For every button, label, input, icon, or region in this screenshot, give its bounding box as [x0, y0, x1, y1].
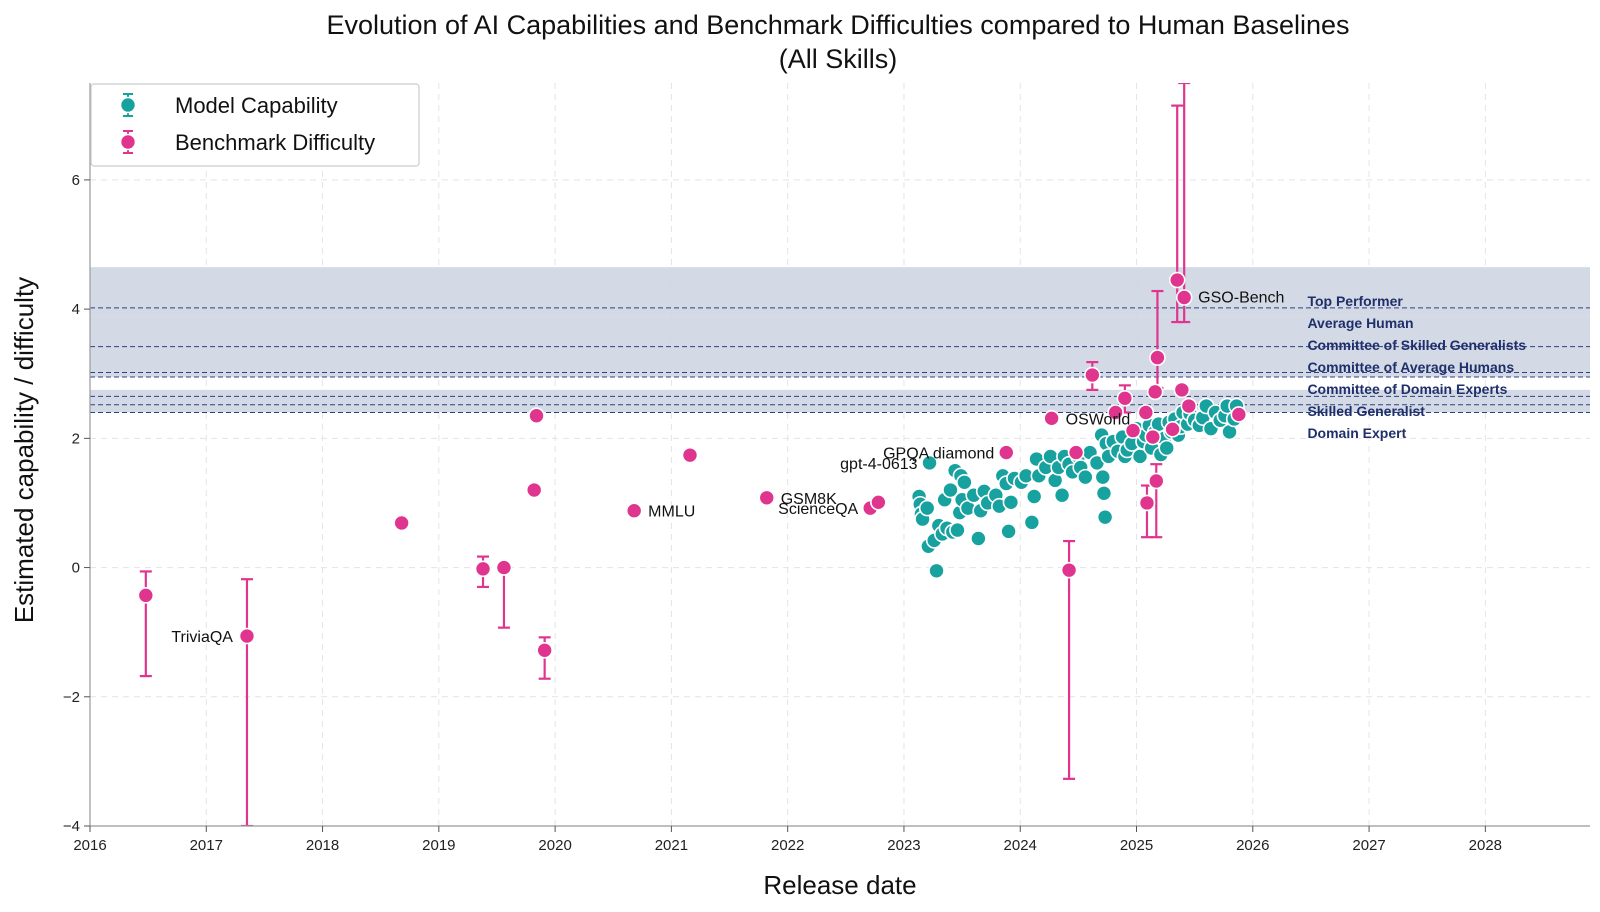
- benchmark-difficulty-point: [625, 502, 643, 520]
- x-tick-label: 2017: [190, 837, 223, 854]
- human-baseline-label: Domain Expert: [1307, 425, 1406, 441]
- model-capability-point: [970, 530, 987, 547]
- x-tick-label: 2023: [887, 837, 920, 854]
- model-capability-point: [1158, 439, 1176, 457]
- x-tick-label: 2018: [306, 837, 339, 854]
- chart-title-line-1: Evolution of AI Capabilities and Benchma…: [326, 10, 1349, 40]
- benchmark-difficulty-point: [870, 494, 887, 511]
- model-capability-point: [949, 521, 966, 539]
- benchmark-difficulty-point: [1137, 404, 1155, 421]
- point-annotation: OSWorld: [1066, 411, 1131, 428]
- legend: Model Capability Benchmark Difficulty: [90, 83, 420, 167]
- x-tick-label: 2028: [1469, 837, 1502, 854]
- human-baseline-label: Committee of Average Humans: [1307, 359, 1514, 375]
- x-tick-label: 2026: [1236, 837, 1269, 854]
- legend-marker: [119, 96, 137, 114]
- x-tick-label: 2019: [422, 837, 455, 854]
- benchmark-difficulty-point: [238, 627, 256, 645]
- model-capability-point: [928, 562, 945, 580]
- benchmark-difficulty-point: [1175, 289, 1193, 306]
- benchmark-difficulty-point: [1067, 444, 1085, 461]
- x-tick-label: 2024: [1004, 837, 1037, 854]
- x-tick-label: 2021: [655, 837, 688, 854]
- model-capability-point: [921, 454, 938, 472]
- y-tick-label: 4: [72, 301, 80, 318]
- benchmark-difficulty-point: [1116, 389, 1134, 407]
- benchmark-difficulty-point: [1084, 366, 1101, 384]
- legend-label: Benchmark Difficulty: [175, 130, 375, 155]
- y-tick-label: 2: [72, 430, 80, 447]
- x-axis-label: Release date: [763, 870, 916, 900]
- model-capability-point: [1023, 514, 1041, 531]
- legend-marker: [119, 133, 137, 151]
- point-annotation: TriviaQA: [171, 629, 233, 646]
- benchmark-difficulty-point: [393, 514, 410, 532]
- model-capability-point: [956, 473, 973, 491]
- human-baseline-label: Committee of Skilled Generalists: [1307, 337, 1526, 353]
- benchmark-difficulty-point: [997, 444, 1015, 461]
- point-annotation: gpt-4-0613: [840, 456, 917, 473]
- point-annotation: GPQA diamond: [883, 446, 994, 463]
- chart-title-line-2: (All Skills): [779, 44, 898, 74]
- model-capability-point: [1094, 468, 1112, 486]
- benchmark-difficulty-point: [1180, 397, 1198, 415]
- human-baseline-label: Top Performer: [1307, 293, 1403, 309]
- benchmark-difficulty-point: [758, 489, 776, 507]
- model-capability-point: [1002, 494, 1020, 511]
- legend-label: Model Capability: [175, 93, 338, 118]
- model-capability-point: [1000, 523, 1017, 540]
- y-axis-label: Estimated capability / difficulty: [9, 277, 39, 623]
- model-capability-point: [1053, 486, 1071, 504]
- model-capability-point: [942, 481, 959, 499]
- model-capability-point: [1077, 468, 1094, 486]
- plot-area: Top Performer Average Human Committee of S…: [63, 83, 1590, 854]
- point-annotation: GSO-Bench: [1198, 290, 1284, 307]
- benchmark-difficulty-point: [1146, 383, 1164, 401]
- benchmark-difficulty-point: [525, 481, 543, 499]
- benchmark-difficulty-point: [495, 559, 513, 576]
- y-tick-label: 0: [72, 560, 80, 577]
- benchmark-difficulty-point: [1144, 428, 1162, 446]
- benchmark-difficulty-point: [536, 641, 553, 659]
- benchmark-difficulty-point: [1043, 410, 1060, 427]
- model-capability-point: [1025, 488, 1043, 505]
- benchmark-difficulty-point: [474, 560, 492, 578]
- point-annotation: GSM8K: [781, 491, 837, 508]
- model-capability-point: [1096, 508, 1114, 526]
- x-tick-label: 2020: [538, 837, 571, 854]
- x-tick-label: 2022: [771, 837, 804, 854]
- benchmark-difficulty-point: [1060, 561, 1078, 579]
- x-tick-label: 2025: [1120, 837, 1153, 854]
- y-tick-label: −4: [63, 818, 80, 835]
- human-baseline-label: Committee of Domain Experts: [1307, 381, 1507, 397]
- x-tick-label: 2016: [73, 837, 106, 854]
- benchmark-difficulty-point: [1147, 472, 1165, 490]
- data-marks: [137, 83, 1248, 826]
- model-capability-point: [918, 499, 936, 517]
- point-annotation: ScienceQA: [778, 501, 858, 518]
- y-tick-label: 6: [72, 172, 80, 189]
- benchmark-difficulty-point: [528, 407, 545, 425]
- benchmark-difficulty-point: [1168, 271, 1186, 289]
- benchmark-difficulty-point: [1124, 422, 1142, 439]
- x-tick-label: 2027: [1352, 837, 1385, 854]
- benchmark-difficulty-point: [1173, 381, 1191, 399]
- benchmark-difficulty-point: [137, 587, 155, 604]
- model-capability-point: [1095, 484, 1113, 502]
- benchmark-difficulty-point: [1138, 494, 1156, 512]
- benchmark-difficulty-point: [1230, 406, 1248, 423]
- human-baseline-label: Average Human: [1307, 315, 1413, 331]
- benchmark-difficulty-point: [681, 446, 699, 464]
- point-annotation: MMLU: [648, 504, 695, 521]
- benchmark-difficulty-point: [1149, 349, 1166, 366]
- y-tick-label: −2: [63, 689, 80, 706]
- benchmark-difficulty-point: [1164, 421, 1181, 438]
- benchmark-difficulty-point: [1107, 404, 1124, 421]
- legend-box: [90, 83, 420, 167]
- human-baseline-label: Skilled Generalist: [1307, 403, 1425, 419]
